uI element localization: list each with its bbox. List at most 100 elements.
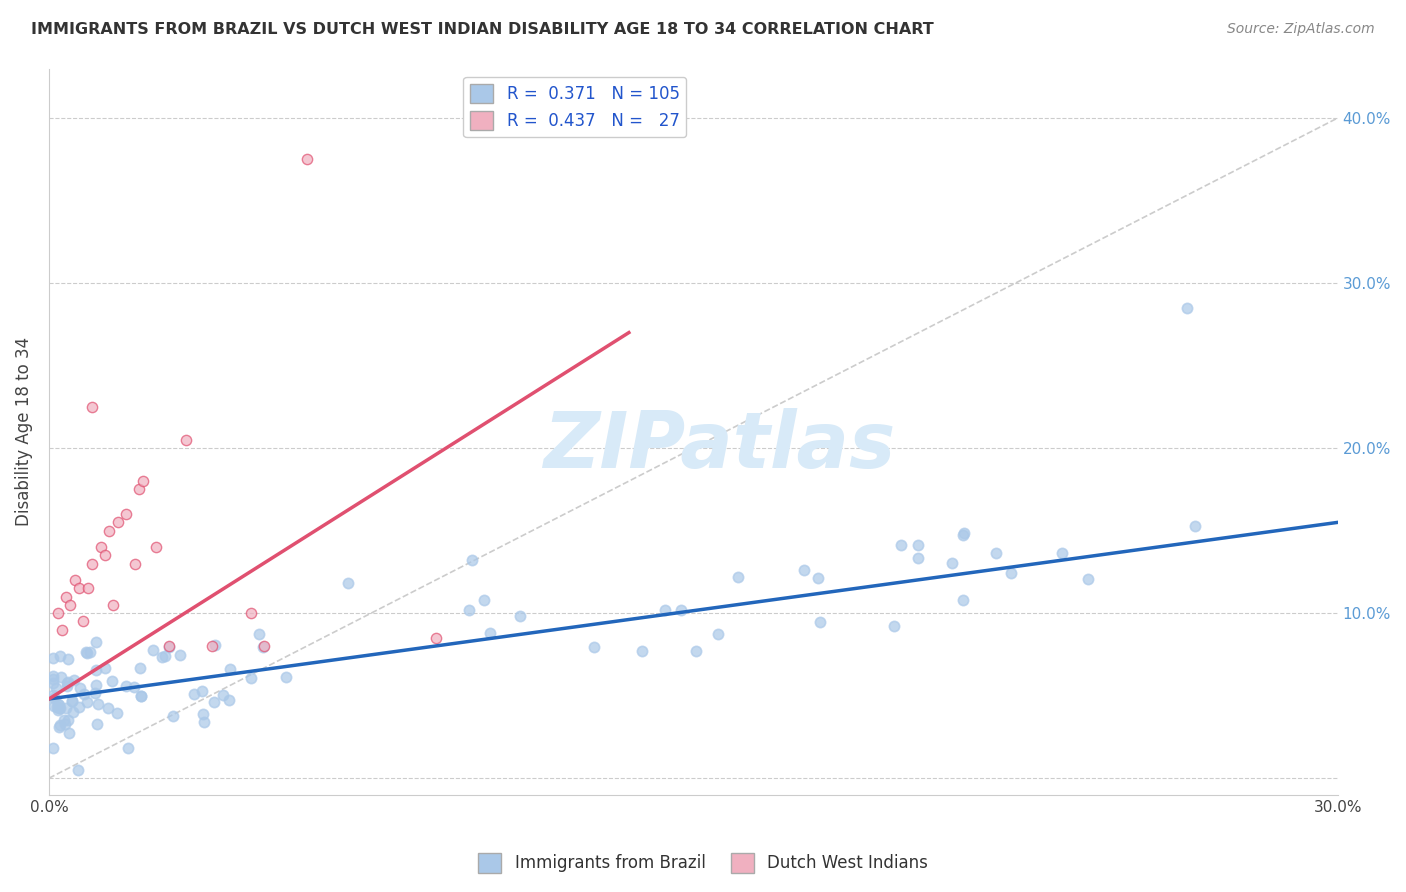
Point	[67, 582, 90, 596]
Point	[76, 695, 98, 709]
Point	[105, 706, 128, 720]
Point	[101, 673, 124, 688]
Point	[55, 679, 77, 693]
Point	[1184, 519, 1206, 533]
Point	[55, 701, 77, 715]
Point	[59, 598, 82, 612]
Point	[157, 639, 180, 653]
Point	[42, 676, 65, 690]
Point	[55, 676, 77, 690]
Point	[247, 627, 270, 641]
Text: Source: ZipAtlas.com: Source: ZipAtlas.com	[1227, 22, 1375, 37]
Point	[60, 693, 83, 707]
Point	[45, 681, 67, 695]
Point	[87, 697, 110, 711]
Point	[883, 619, 905, 633]
Point	[62, 705, 84, 719]
Point	[42, 668, 65, 682]
Point	[169, 648, 191, 662]
Point	[72, 615, 94, 629]
Point	[56, 651, 79, 665]
Point	[793, 563, 815, 577]
Point	[204, 638, 226, 652]
Point	[46, 703, 69, 717]
Point	[79, 645, 101, 659]
Point	[73, 687, 96, 701]
Point	[48, 698, 70, 713]
Point	[46, 697, 69, 711]
Point	[986, 546, 1008, 560]
Point	[808, 615, 831, 629]
Text: IMMIGRANTS FROM BRAZIL VS DUTCH WEST INDIAN DISABILITY AGE 18 TO 34 CORRELATION : IMMIGRANTS FROM BRAZIL VS DUTCH WEST IND…	[31, 22, 934, 37]
Point	[67, 763, 90, 777]
Point	[115, 679, 138, 693]
Point	[51, 623, 73, 637]
Point	[69, 681, 91, 696]
Point	[75, 645, 97, 659]
Point	[122, 680, 145, 694]
Point	[479, 626, 502, 640]
Point	[56, 675, 79, 690]
Point	[162, 709, 184, 723]
Point	[239, 672, 262, 686]
Point	[183, 687, 205, 701]
Point	[669, 602, 692, 616]
Point	[509, 609, 531, 624]
Point	[890, 537, 912, 551]
Point	[53, 717, 76, 731]
Point	[103, 598, 125, 612]
Point	[48, 720, 70, 734]
Point	[132, 474, 155, 488]
Point	[631, 644, 654, 658]
Point	[53, 713, 76, 727]
Text: ZIPatlas: ZIPatlas	[543, 409, 896, 484]
Point	[654, 603, 676, 617]
Point	[191, 706, 214, 721]
Point	[84, 686, 107, 700]
Point	[80, 400, 103, 414]
Point	[49, 718, 72, 732]
Point	[142, 643, 165, 657]
Point	[202, 695, 225, 709]
Y-axis label: Disability Age 18 to 34: Disability Age 18 to 34	[15, 337, 32, 526]
Point	[457, 603, 479, 617]
Legend: R =  0.371   N = 105, R =  0.437   N =   27: R = 0.371 N = 105, R = 0.437 N = 27	[463, 77, 686, 137]
Point	[1175, 301, 1198, 315]
Point	[425, 631, 447, 645]
Point	[276, 670, 298, 684]
Point	[115, 507, 138, 521]
Point	[86, 717, 108, 731]
Point	[201, 639, 224, 653]
Point	[193, 715, 215, 730]
Point	[48, 649, 70, 664]
Point	[941, 556, 963, 570]
Point	[94, 549, 117, 563]
Point	[295, 153, 318, 167]
Point	[86, 678, 108, 692]
Point	[807, 570, 830, 584]
Point	[98, 524, 121, 538]
Point	[117, 741, 139, 756]
Point	[89, 540, 111, 554]
Point	[107, 516, 129, 530]
Point	[153, 648, 176, 663]
Point	[45, 699, 67, 714]
Point	[218, 693, 240, 707]
Point	[907, 537, 929, 551]
Point	[907, 551, 929, 566]
Point	[685, 644, 707, 658]
Point	[129, 689, 152, 703]
Point	[63, 573, 86, 587]
Point	[953, 526, 976, 541]
Point	[76, 646, 98, 660]
Point	[337, 575, 360, 590]
Point	[124, 557, 146, 571]
Point	[1000, 566, 1022, 581]
Point	[952, 528, 974, 542]
Point	[952, 592, 974, 607]
Point	[1077, 572, 1099, 586]
Point	[150, 650, 173, 665]
Point	[44, 698, 66, 713]
Point	[58, 713, 80, 727]
Point	[461, 552, 484, 566]
